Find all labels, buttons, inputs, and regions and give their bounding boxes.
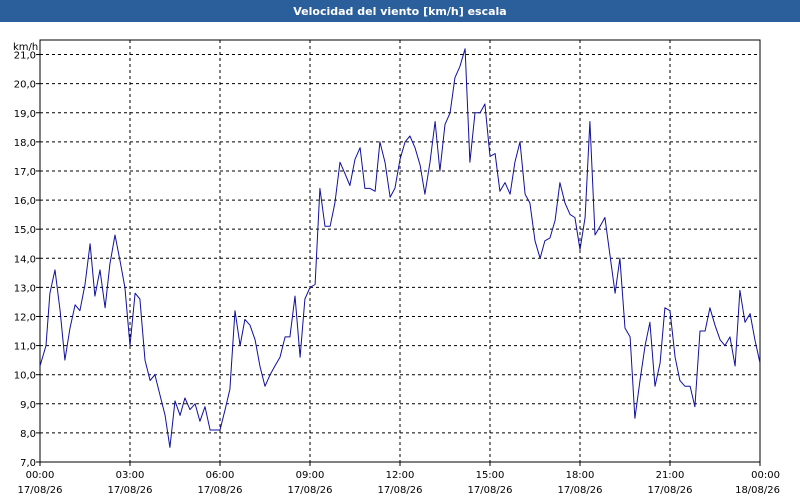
x-tick-date-label: 17/08/26 xyxy=(288,485,333,496)
x-tick-time-label: 00:00 xyxy=(751,470,780,481)
y-tick-label: 10,0 xyxy=(14,371,36,382)
x-tick-time-label: 06:00 xyxy=(206,470,235,481)
x-tick-time-label: 03:00 xyxy=(116,470,145,481)
y-tick-label: 11,0 xyxy=(14,342,36,353)
x-tick-time-label: 18:00 xyxy=(566,470,595,481)
y-tick-label: 19,0 xyxy=(14,109,36,120)
series-line xyxy=(39,48,761,448)
title-bar xyxy=(0,0,800,22)
y-tick-label: 14,0 xyxy=(14,254,36,265)
y-tick-label: 15,0 xyxy=(14,225,36,236)
y-tick-label: 20,0 xyxy=(14,80,36,91)
y-axis-unit-label: km/h xyxy=(13,42,38,53)
x-tick-date-label: 17/08/26 xyxy=(18,485,63,496)
x-axis-ticks: 00:00 17/08/26 03:00 17/08/26 06:00 17/08/26 0… xyxy=(18,462,780,496)
x-tick-date-label: 17/08/26 xyxy=(108,485,153,496)
x-tick-time-label: 21:00 xyxy=(656,470,685,481)
series-layer xyxy=(39,48,761,448)
y-tick-label: 21,0 xyxy=(14,51,36,62)
x-tick-date-label: 17/08/26 xyxy=(648,485,693,496)
x-tick-date-label: 17/08/26 xyxy=(378,485,423,496)
y-tick-label: 12,0 xyxy=(14,312,36,323)
x-tick-time-label: 00:00 xyxy=(26,470,55,481)
grid xyxy=(39,40,761,463)
y-axis-ticks: 7,0 8,0 9,0 10,0 11,0 12,0 13,0 14,0 15,0 16,0 17,… xyxy=(14,51,40,469)
x-tick-date-label: 17/08/26 xyxy=(558,485,603,496)
x-tick-date-label: 18/08/26 xyxy=(735,485,780,496)
x-tick-date-label: 17/08/26 xyxy=(198,485,243,496)
y-tick-label: 16,0 xyxy=(14,196,36,207)
x-tick-time-label: 09:00 xyxy=(296,470,325,481)
x-tick-date-label: 17/08/26 xyxy=(468,485,513,496)
x-tick-time-label: 12:00 xyxy=(386,470,415,481)
x-tick-time-label: 15:00 xyxy=(476,470,505,481)
y-tick-label: 13,0 xyxy=(14,283,36,294)
y-tick-label: 9,0 xyxy=(20,400,36,411)
y-tick-label: 17,0 xyxy=(14,167,36,178)
y-tick-label: 8,0 xyxy=(20,429,36,440)
chart-title: Velocidad del viento [km/h] escala xyxy=(293,5,506,18)
y-tick-label: 18,0 xyxy=(14,138,36,149)
y-tick-label: 7,0 xyxy=(20,458,36,469)
